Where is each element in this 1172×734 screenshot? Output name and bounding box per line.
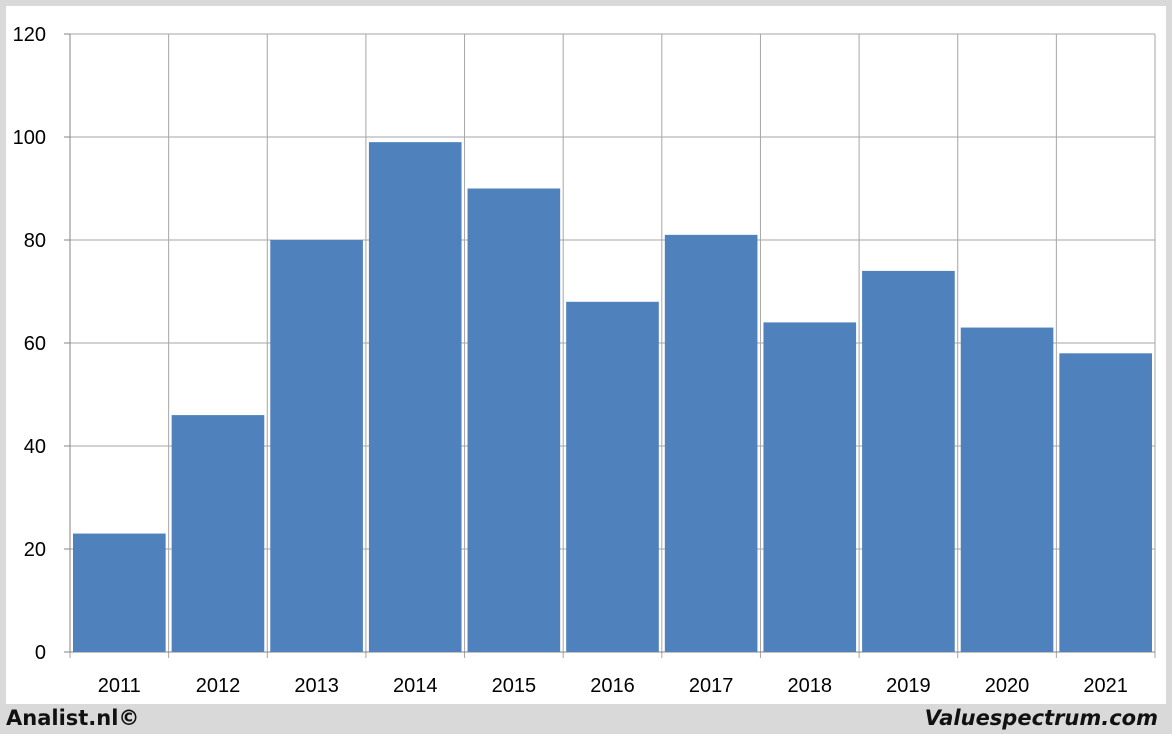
bar-2016 — [566, 301, 659, 652]
bar-2012 — [171, 415, 265, 652]
y-tick-label: 120 — [13, 24, 46, 46]
bar-2014 — [368, 142, 462, 652]
y-tick-label: 60 — [24, 333, 46, 355]
x-tick-label: 2012 — [196, 675, 241, 697]
x-tick-label: 2018 — [788, 675, 833, 697]
x-tick-label: 2016 — [590, 675, 635, 697]
x-tick-label: 2020 — [985, 675, 1030, 697]
y-tick-label: 20 — [24, 539, 46, 561]
footer-source-label: Analist.nl© — [6, 706, 140, 730]
bar-2019 — [862, 270, 955, 652]
bar-2018 — [763, 322, 857, 652]
bar-2020 — [960, 327, 1054, 652]
x-tick-label: 2013 — [294, 675, 339, 697]
x-tick-label: 2011 — [98, 675, 141, 697]
bar-2017 — [664, 234, 758, 652]
y-tick-label: 100 — [13, 127, 46, 149]
footer-watermark-label: Valuespectrum.com — [924, 706, 1158, 730]
bar-2021 — [1059, 353, 1152, 652]
y-tick-label: 40 — [24, 436, 46, 458]
bar-2015 — [467, 188, 561, 652]
bar-2013 — [270, 240, 363, 652]
x-tick-label: 2015 — [492, 675, 537, 697]
y-tick-label: 80 — [24, 230, 46, 252]
x-tick-label: 2019 — [886, 675, 931, 697]
x-tick-label: 2014 — [393, 675, 438, 697]
y-tick-label: 0 — [35, 642, 46, 664]
x-tick-label: 2021 — [1083, 675, 1128, 697]
x-tick-label: 2017 — [689, 675, 734, 697]
bar-2011 — [73, 533, 166, 652]
